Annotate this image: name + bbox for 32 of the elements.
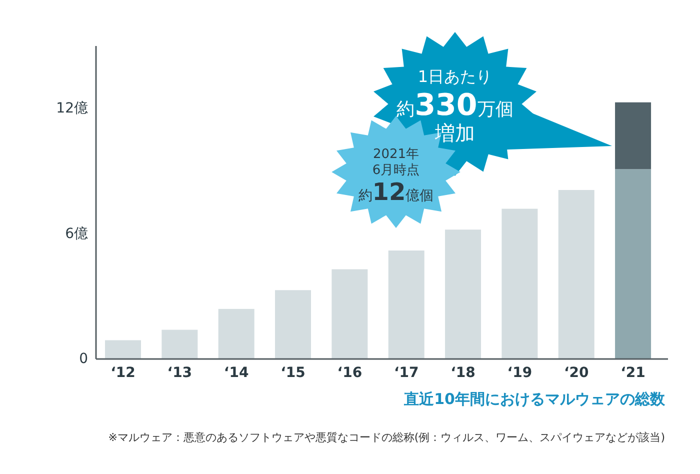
x-tick-label: ‘16 <box>337 365 362 381</box>
annotation: 約12億個 <box>358 178 434 206</box>
annotation: 約330万個 <box>396 88 514 123</box>
y-tick-label: 6億 <box>65 226 88 242</box>
annotation: 増加 <box>434 121 475 145</box>
bar <box>502 208 538 359</box>
bar <box>615 102 652 170</box>
x-tick-label: ‘13 <box>167 365 192 381</box>
annotation: 1日あたり <box>418 67 492 86</box>
text: 直近10年間におけるマルウェアの総数 <box>403 390 666 408</box>
bar <box>445 230 482 359</box>
bar <box>332 269 368 359</box>
annotation: 2021年 <box>372 147 420 162</box>
x-tick-label: ‘20 <box>564 365 590 381</box>
bar <box>615 169 652 359</box>
text: ※マルウェア：悪意のあるソフトウェアや悪質なコードの総称(例：ウィルス、ワーム、スパイウェアなどが該当) <box>108 431 665 444</box>
bar <box>218 308 254 359</box>
bar <box>275 290 312 359</box>
bar <box>162 330 198 359</box>
bar <box>388 250 424 359</box>
bar <box>105 340 141 359</box>
x-tick-label: ‘17 <box>394 365 419 381</box>
x-tick-label: ‘12 <box>110 365 136 381</box>
bar <box>558 190 594 359</box>
x-tick-label: ‘18 <box>450 365 476 381</box>
annotation: 6月時点 <box>372 163 420 178</box>
y-tick-label: 12億 <box>56 100 88 117</box>
x-tick-label: ‘15 <box>280 365 306 381</box>
x-tick-label: ‘14 <box>224 365 249 381</box>
y-tick-label: 0 <box>79 351 88 367</box>
x-tick-label: ‘19 <box>507 365 532 381</box>
x-tick-label: ‘21 <box>620 365 646 381</box>
